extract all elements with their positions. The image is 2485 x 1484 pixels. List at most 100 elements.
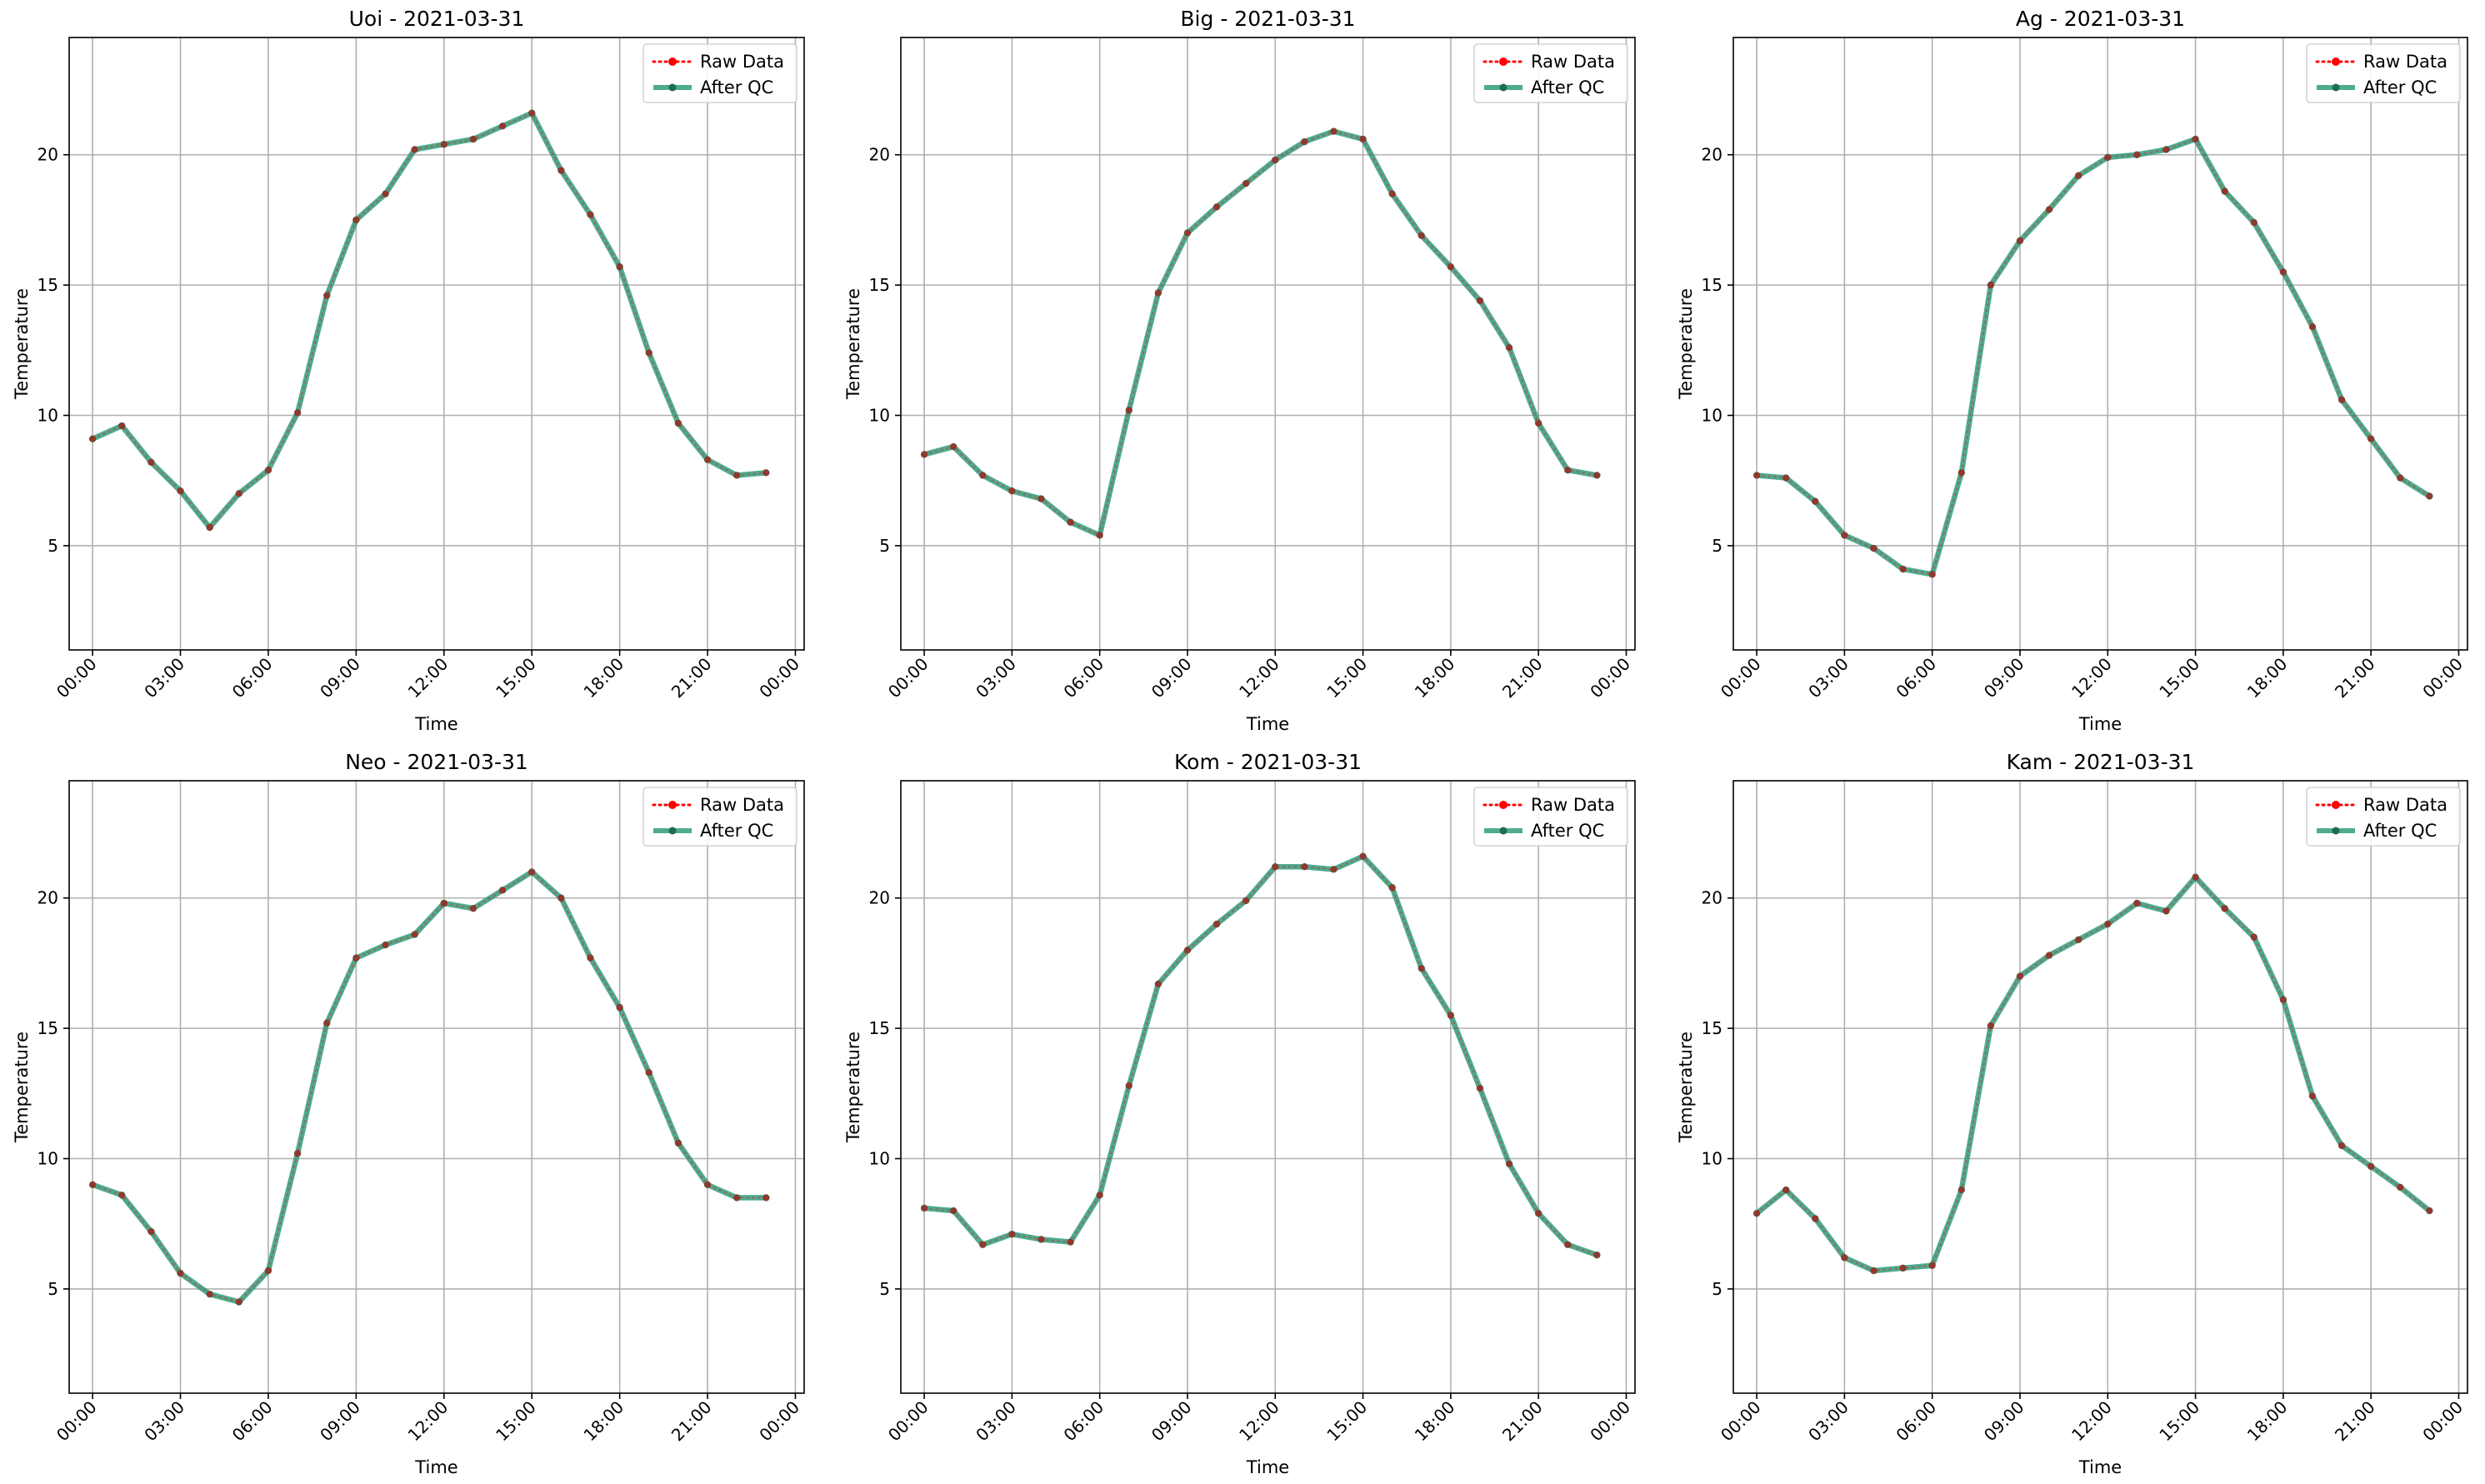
data-point-after-qc: [88, 435, 97, 442]
x-tick-label: 15:00: [1322, 654, 1371, 702]
y-tick-label: 10: [38, 1149, 58, 1169]
data-point-raw: [1870, 545, 1878, 552]
x-axis-label: Time: [1246, 1457, 1289, 1477]
data-point-raw: [2338, 396, 2346, 403]
data-point-raw: [2397, 1183, 2404, 1191]
data-point-raw: [616, 1004, 623, 1012]
data-point-after-qc: [118, 1192, 126, 1199]
data-point-raw: [645, 1069, 652, 1077]
x-tick-label: 09:00: [1980, 654, 2028, 702]
data-point-after-qc: [352, 954, 360, 962]
data-point-raw: [206, 1291, 213, 1298]
data-point-after-qc: [762, 469, 770, 477]
legend-label-after-qc: After QC: [2363, 77, 2437, 97]
series-line-raw-data: [922, 855, 1598, 1257]
y-tick-label: 5: [1712, 536, 1722, 556]
y-tick-label: 15: [1702, 1018, 1722, 1038]
y-tick-label: 20: [38, 145, 58, 165]
data-point-after-qc: [2162, 146, 2170, 153]
y-tick-label: 5: [879, 536, 890, 556]
data-point-raw: [2016, 972, 2023, 980]
x-tick-label: 06:00: [1892, 1397, 1940, 1446]
data-point-raw: [352, 216, 360, 223]
data-point-after-qc: [1272, 863, 1279, 871]
data-point-after-qc: [2104, 920, 2112, 928]
data-point-raw: [2016, 237, 2023, 244]
data-point-raw: [1476, 1085, 1483, 1092]
data-point-after-qc: [2045, 206, 2053, 213]
x-tick-label: 15:00: [492, 654, 540, 702]
data-point-raw: [1899, 566, 1907, 573]
data-point-after-qc: [264, 1267, 272, 1275]
series-raw-data: [89, 868, 770, 1306]
data-point-raw: [411, 931, 418, 938]
x-tick-label: 06:00: [1892, 654, 1940, 702]
data-point-raw: [2162, 907, 2170, 915]
axes-frame: [1732, 780, 2468, 1394]
x-tick-label: 00:00: [884, 654, 932, 702]
data-point-raw: [1506, 1160, 1513, 1167]
data-point-raw: [2368, 435, 2375, 442]
data-point-raw: [587, 211, 594, 218]
data-point-after-qc: [1183, 229, 1192, 237]
data-point-raw: [1564, 467, 1572, 474]
legend-label-raw-data: Raw Data: [2363, 795, 2448, 815]
data-point-after-qc: [2367, 435, 2375, 442]
data-point-after-qc: [587, 954, 594, 962]
data-point-after-qc: [2397, 474, 2404, 482]
x-tick-label: 00:00: [884, 1397, 932, 1446]
data-point-raw: [1154, 980, 1162, 987]
data-point-after-qc: [1359, 135, 1367, 143]
x-tick-label: 00:00: [52, 1397, 101, 1446]
x-axis-label: Time: [414, 714, 458, 734]
data-point-raw: [558, 894, 565, 902]
data-point-raw: [704, 456, 712, 463]
x-tick-label: 00:00: [2418, 654, 2467, 702]
data-point-raw: [294, 409, 302, 417]
subplot-title: Uoi - 2021-03-31: [349, 7, 525, 31]
series-line-after-qc: [89, 869, 769, 1305]
series-raw-data: [89, 109, 770, 531]
x-tick-label: 12:00: [2068, 1397, 2116, 1446]
data-point-after-qc: [1301, 863, 1308, 871]
series-after-qc: [88, 109, 770, 532]
x-tick-label: 00:00: [755, 654, 803, 702]
data-point-raw: [528, 868, 536, 876]
data-point-after-qc: [293, 409, 302, 417]
data-point-after-qc: [177, 487, 184, 495]
subplot-5: 5 10 15 20 00:00 03:00 06:00 09:00 12:00 15:00 18:…: [843, 750, 1636, 1477]
data-point-raw: [2104, 921, 2112, 928]
data-point-raw: [89, 1181, 97, 1188]
data-point-after-qc: [528, 109, 536, 117]
y-axis-label: Temperature: [12, 1032, 32, 1143]
data-point-raw: [1447, 263, 1454, 271]
x-tick-label: 12:00: [404, 654, 452, 702]
data-point-after-qc: [440, 141, 448, 148]
y-tick-label: 15: [869, 275, 890, 295]
data-point-raw: [2046, 952, 2053, 959]
data-point-raw: [235, 1298, 242, 1306]
legend-marker-raw-data: [1499, 57, 1508, 66]
series-line-after-qc: [921, 128, 1600, 538]
data-point-raw: [1812, 497, 1819, 505]
data-point-after-qc: [1242, 179, 1250, 187]
data-point-raw: [1418, 232, 1425, 239]
legend-marker-raw-data: [2332, 57, 2340, 66]
data-point-raw: [2308, 323, 2316, 331]
y-axis-label: Temperature: [843, 288, 863, 400]
data-point-after-qc: [1870, 544, 1878, 552]
data-point-after-qc: [732, 1194, 741, 1202]
data-point-raw: [1272, 863, 1279, 871]
axes-frame: [68, 37, 805, 651]
data-point-after-qc: [1008, 487, 1016, 495]
x-tick-label: 21:00: [668, 654, 716, 702]
data-point-raw: [1841, 1254, 1848, 1262]
subplot-1: 5 10 15 20 00:00 03:00 06:00 09:00 12:00 15:00 18:…: [12, 7, 805, 734]
subplot-title: Neo - 2021-03-31: [345, 750, 528, 774]
data-point-after-qc: [2279, 268, 2288, 276]
data-point-after-qc: [2162, 907, 2170, 915]
x-tick-label: 03:00: [140, 1397, 188, 1446]
data-point-after-qc: [469, 135, 478, 143]
data-point-raw: [1125, 407, 1132, 414]
data-point-raw: [148, 1228, 155, 1236]
